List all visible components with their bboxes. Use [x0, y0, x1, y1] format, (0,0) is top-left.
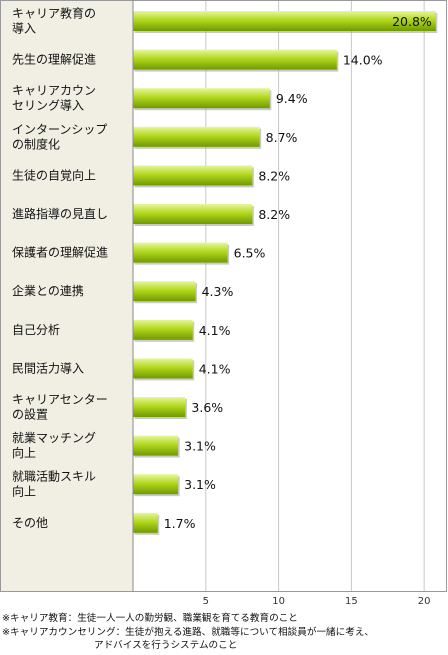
footnote-career-counseling-cont: アドバイスを行うシステムのこと	[94, 640, 238, 651]
bar	[133, 281, 196, 302]
value-labels: 20.8% 14.0% 9.4% 8.7% 8.2% 8.2% 6.5% 4.3% 4.1% 4.…	[164, 14, 432, 531]
bar	[133, 49, 337, 70]
bar	[133, 126, 260, 147]
category-label: 就業マッチング	[12, 431, 96, 445]
value-label: 4.3%	[202, 284, 234, 299]
category-label: キャリア教育の	[12, 6, 96, 21]
category-label: インターンシップ	[12, 122, 107, 136]
x-tick-label: 15	[345, 596, 358, 607]
value-label: 8.7%	[266, 130, 298, 145]
value-label: 8.2%	[258, 168, 290, 183]
category-label: 導入	[12, 22, 36, 36]
bar	[133, 512, 158, 533]
bar	[133, 11, 436, 31]
category-label: 自己分析	[12, 323, 60, 337]
bar-chart: キャリア教育の導入先生の理解促進キャリアカウンセリング導入インターンシップの制度…	[0, 0, 447, 607]
value-label: 3.1%	[184, 439, 216, 454]
category-label: 進路指導の見直し	[12, 206, 108, 221]
value-label: 3.1%	[184, 477, 216, 492]
category-label: セリング導入	[12, 99, 84, 113]
category-label: キャリアセンター	[12, 393, 108, 407]
category-label: 保護者の理解促進	[12, 245, 108, 260]
chart-frame	[0, 0, 447, 592]
category-label: 生徒の自覚向上	[12, 167, 96, 182]
value-label: 4.1%	[199, 323, 231, 338]
value-label: 20.8%	[392, 14, 432, 29]
value-label: 4.1%	[199, 361, 231, 376]
bar	[133, 242, 228, 263]
category-label: 民間活力導入	[12, 361, 84, 375]
category-label: キャリアカウン	[12, 84, 96, 98]
footnotes: ※キャリア教育：生徒一人一人の勤労観、職業観を育てる教育のこと ※キャリアカウン…	[2, 612, 446, 653]
bar	[133, 319, 193, 340]
bars	[133, 11, 438, 535]
category-label: 先生の理解促進	[12, 53, 96, 67]
category-label: その他	[12, 516, 48, 530]
value-label: 1.7%	[164, 516, 196, 531]
x-tick-label: 20	[418, 596, 431, 607]
bar	[133, 397, 186, 417]
category-label: 企業との連携	[12, 283, 84, 298]
bar	[133, 204, 253, 224]
category-label: の設置	[12, 407, 48, 422]
value-label: 6.5%	[234, 246, 266, 261]
x-axis-ticks: 5 10 15 20	[203, 596, 431, 607]
bar	[133, 88, 270, 109]
footnote-career-counseling: ※キャリアカウンセリング：生徒が抱える進路、就職等について相談員が一緒に考え、	[2, 626, 375, 638]
category-label: 向上	[12, 484, 36, 499]
bar	[133, 165, 253, 186]
value-label: 14.0%	[343, 53, 383, 68]
x-tick-label: 10	[272, 596, 285, 607]
bar	[133, 358, 193, 379]
bar	[133, 435, 179, 456]
category-labels: キャリア教育の導入先生の理解促進キャリアカウンセリング導入インターンシップの制度…	[12, 6, 108, 530]
value-label: 8.2%	[258, 207, 290, 222]
category-label: 就職活動スキル	[12, 470, 96, 484]
value-label: 3.6%	[191, 400, 223, 415]
x-tick-label: 5	[203, 596, 209, 607]
label-panel	[0, 0, 133, 592]
bar	[133, 474, 179, 495]
category-label: の制度化	[12, 136, 60, 151]
footnote-career-education: ※キャリア教育：生徒一人一人の勤労観、職業観を育てる教育のこと	[2, 613, 298, 624]
category-label: 向上	[12, 445, 36, 460]
value-label: 9.4%	[276, 91, 308, 106]
